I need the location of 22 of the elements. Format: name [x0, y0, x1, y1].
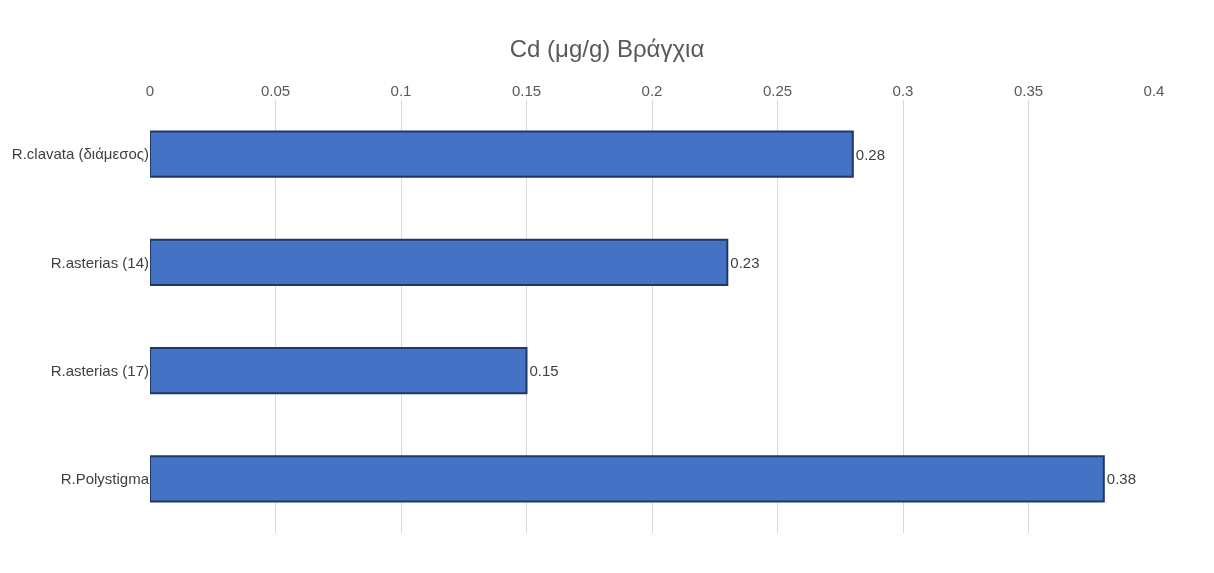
y-tick-label: R.clavata (διάμεσος) — [11, 145, 149, 163]
x-tick-label: 0.25 — [762, 82, 793, 99]
y-tick-label: R.asterias (17) — [50, 361, 149, 379]
bar — [150, 238, 729, 287]
x-tick-label: 0.1 — [390, 82, 412, 99]
data-label: 0.28 — [855, 145, 885, 163]
y-tick-label: R.Polystigma — [60, 470, 150, 488]
data-label: 0.38 — [1106, 470, 1136, 488]
x-tick-label: 0.4 — [1143, 82, 1165, 99]
x-tick-label: 0.15 — [511, 82, 542, 99]
x-tick-label: 0.3 — [892, 82, 914, 99]
chart-title: Cd (μg/g) Βράγχια — [509, 34, 705, 62]
bar — [150, 346, 528, 395]
bar — [150, 130, 854, 178]
x-tick-label: 0.2 — [641, 82, 663, 99]
x-tick-label: 0.35 — [1013, 82, 1044, 99]
x-tick-label: 0 — [145, 82, 155, 99]
y-tick-label: R.asterias (14) — [50, 253, 149, 271]
data-label: 0.15 — [529, 362, 559, 380]
data-label: 0.23 — [730, 253, 760, 271]
bar — [150, 455, 1105, 503]
x-tick-label: 0.05 — [260, 82, 291, 99]
